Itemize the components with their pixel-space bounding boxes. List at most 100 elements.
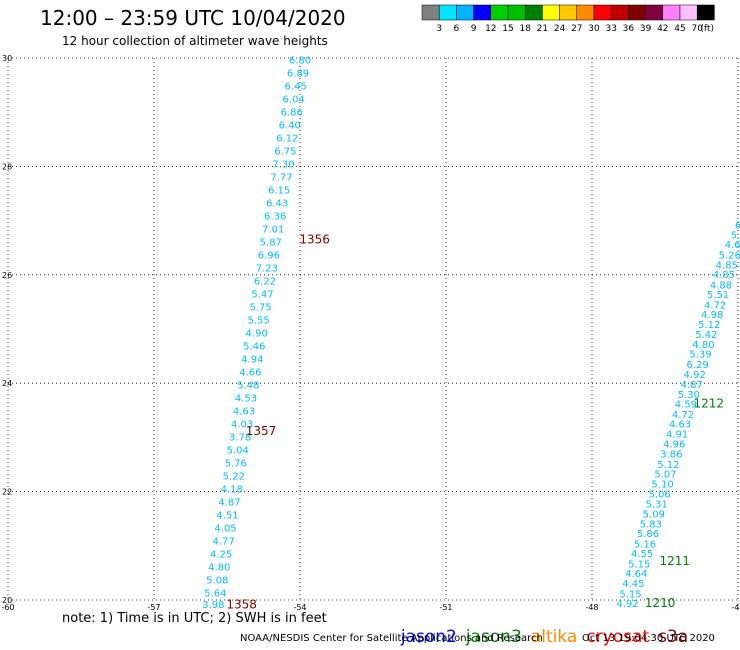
track-s3a: 6.80 6.89 6.45 6.04 6.86 6.40 6.12 6.75 7.30 7.77… — [202, 55, 330, 611]
satellite-legend: jason2 jason3 altika cryosat s3a — [390, 607, 697, 647]
wave-height-label: 4.63 — [233, 407, 255, 418]
wave-height-label: 4.88 — [710, 280, 732, 291]
wave-height-label: 5.07 — [654, 470, 676, 481]
wave-height-label: 5.22 — [223, 472, 245, 483]
color-scale-label: 12 — [485, 24, 496, 34]
wave-height-label: 7.23 — [256, 264, 278, 275]
wave-height-label: 4.51 — [216, 511, 238, 522]
wave-height-label: 5.64 — [204, 589, 226, 600]
wave-height-label: 4.85 — [713, 270, 735, 281]
legend-jason3: jason3 — [465, 627, 522, 647]
color-scale-label: 45 — [674, 24, 685, 34]
grid-lines — [7, 57, 739, 601]
wave-height-label: 3.98 — [202, 600, 224, 611]
wave-height-label: 5.83 — [640, 519, 662, 530]
x-tick-label: -57 — [147, 603, 160, 612]
color-scale-label: 39 — [640, 24, 652, 34]
color-scale-swatch — [473, 4, 492, 21]
footer-timestamp: Oct 13 19:04:30 UTC 2020 — [582, 633, 715, 644]
wave-height-label: 4.96 — [663, 440, 685, 451]
wave-height-label: 4.80 — [208, 563, 230, 574]
pass-time-label: 1211 — [659, 554, 690, 568]
wave-height-label: 7.77 — [270, 172, 292, 183]
wave-height-label: 4.6 — [725, 240, 740, 251]
color-scale-swatch — [507, 4, 526, 21]
legend-cryosat: cryosat — [586, 627, 650, 647]
color-scale-swatch — [490, 4, 509, 21]
wave-height-label: 4.85 — [716, 260, 738, 271]
color-scale-swatch — [421, 4, 440, 21]
wave-height-label: 5.39 — [689, 350, 711, 361]
chart-subtitle: 12 hour collection of altimeter wave hei… — [62, 34, 328, 48]
wave-height-label: 5.75 — [249, 303, 271, 314]
color-scale-bar: 3 6 9 12 15 18 21 24 27 30 33 36 39 42 45 70(ft) — [421, 4, 715, 34]
color-scale-label: 18 — [519, 24, 531, 34]
x-tick-label: -54 — [293, 603, 306, 612]
color-scale-swatch — [610, 4, 629, 21]
wave-height-label: 4.05 — [214, 524, 236, 535]
wave-height-label: 4.45 — [622, 579, 644, 590]
x-tick-label: -45 — [731, 603, 740, 612]
wave-height-label: 5.46 — [243, 342, 265, 353]
wave-height-label: 6.04 — [283, 94, 305, 105]
color-scale-label: 42 — [657, 24, 668, 34]
color-scale-label: 70 — [691, 24, 703, 34]
y-tick-label: 24 — [2, 379, 12, 388]
wave-height-label: 4.90 — [246, 329, 268, 340]
color-scale-swatch — [438, 4, 457, 21]
wave-height-label: 6.36 — [264, 212, 286, 223]
pass-time-label: 1357 — [246, 424, 277, 438]
wave-height-label: 4.53 — [235, 394, 257, 405]
wave-height-label: 6.96 — [258, 251, 280, 262]
wave-height-label: 4.63 — [669, 420, 691, 431]
wave-height-label: 4.87 — [218, 498, 240, 509]
axis-ticks: -60 -57 -54 -51 -48 -45 20 22 24 26 28 30 — [1, 54, 740, 612]
wave-height-label: 4.72 — [672, 410, 694, 421]
wave-height-label: 6.45 — [284, 81, 306, 92]
wave-height-label: 6 — [735, 221, 740, 232]
wave-height-label: 5.55 — [248, 316, 270, 327]
color-scale-swatch — [662, 4, 681, 21]
wave-height-label: 5.04 — [227, 446, 249, 457]
wave-height-label: 5.47 — [251, 290, 273, 301]
x-tick-label: -60 — [1, 603, 14, 612]
wave-height-label: 5. — [731, 230, 740, 241]
wave-height-label: 4.03 — [231, 420, 253, 431]
color-scale-label: 27 — [571, 24, 582, 34]
wave-height-label: 4.98 — [701, 310, 723, 321]
color-scale-label: 15 — [502, 24, 513, 34]
wave-height-label: 5.76 — [225, 459, 247, 470]
wave-height-label: 6.22 — [254, 277, 276, 288]
color-scale-swatch — [593, 4, 612, 21]
color-scale-label: 3 — [436, 24, 442, 34]
wave-height-label: 5.09 — [643, 510, 665, 521]
wave-height-label: 5.42 — [695, 330, 717, 341]
y-tick-label: 30 — [2, 54, 12, 63]
wave-height-label: 4.25 — [210, 550, 232, 561]
wave-height-label: 4.55 — [631, 549, 653, 560]
wave-height-label: 5.08 — [206, 576, 228, 587]
color-scale-label: 36 — [623, 24, 635, 34]
wave-height-label: 5.10 — [651, 479, 673, 490]
legend-altika: altika — [530, 627, 578, 647]
pass-time-label: 1210 — [645, 596, 676, 610]
color-scale-swatch — [559, 4, 578, 21]
wave-height-label: 5.30 — [678, 390, 700, 401]
wave-height-label: 5.06 — [649, 490, 671, 501]
wave-height-label: 6.43 — [266, 199, 288, 210]
wave-height-label: 4.18 — [221, 485, 243, 496]
wave-height-tracks: 6.80 6.89 6.45 6.04 6.86 6.40 6.12 6.75 7.30 7.77… — [202, 55, 740, 611]
color-scale-label: 6 — [454, 24, 460, 34]
wave-height-label: 6.15 — [268, 186, 290, 197]
wave-height-label: 5.87 — [260, 238, 282, 249]
y-tick-label: 28 — [2, 162, 12, 171]
color-scale-swatch — [576, 4, 595, 21]
wave-height-label: 5.12 — [698, 320, 720, 331]
wave-height-label: 3.86 — [660, 449, 682, 460]
color-scale-swatch — [696, 4, 715, 21]
wave-height-label: 5.16 — [634, 539, 656, 550]
color-scale-label: 9 — [471, 24, 477, 34]
wave-height-label: 4.77 — [212, 537, 234, 548]
wave-height-label: 5.15 — [619, 589, 641, 600]
